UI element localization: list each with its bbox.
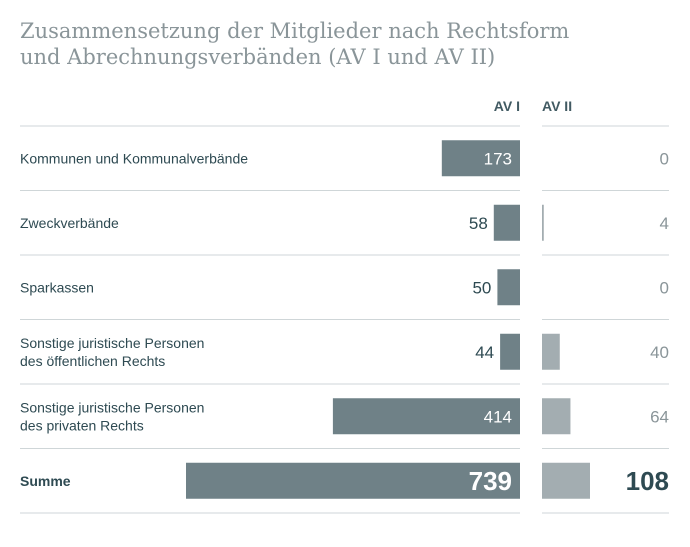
av2-value-0: 0 [660, 149, 669, 168]
av2-bar-4 [542, 398, 571, 435]
av1-bar-2 [497, 269, 520, 306]
av1-bar-1 [493, 204, 520, 241]
av1-value-3: 44 [475, 343, 494, 362]
category-label-1: Zweckverbände [20, 215, 119, 231]
category-label-5: Summe [20, 473, 71, 489]
av2-bar-1 [542, 204, 544, 241]
chart-title-line-1: Zusammensetzung der Mitglieder nach Rech… [20, 19, 570, 43]
header-av1: AV I [494, 98, 520, 114]
av2-value-5: 108 [626, 466, 669, 496]
category-label-4-line-1: des privaten Rechts [20, 417, 144, 433]
chart-title: Zusammensetzung der Mitglieder nach Rech… [20, 18, 680, 70]
av2-value-1: 4 [660, 214, 669, 233]
category-label-2: Sparkassen [20, 279, 94, 295]
av1-value-5: 739 [469, 466, 512, 496]
av2-bar-3 [542, 333, 560, 370]
av1-bar-3 [500, 333, 520, 370]
av1-value-1: 58 [469, 214, 488, 233]
av2-value-4: 64 [650, 407, 669, 426]
av2-value-2: 0 [660, 278, 669, 297]
av1-bar-0 [441, 140, 520, 177]
header-av2: AV II [542, 98, 572, 114]
category-label-4-line-0: Sonstige juristische Personen [20, 399, 204, 415]
av2-value-3: 40 [650, 343, 669, 362]
category-label-3-line-0: Sonstige juristische Personen [20, 335, 204, 351]
av1-bar-5 [186, 462, 520, 499]
category-label-3-line-1: des öffentlichen Rechts [20, 353, 165, 369]
av1-value-2: 50 [472, 278, 491, 297]
category-label-0: Kommunen und Kommunalverbände [20, 150, 248, 166]
av2-bar-5 [542, 462, 590, 499]
av1-value-0: 173 [484, 149, 512, 168]
chart-title-line-2: und Abrechnungsverbänden (AV I und AV II… [20, 45, 496, 69]
av1-value-4: 414 [484, 407, 512, 426]
av1-bar-4 [332, 398, 520, 435]
